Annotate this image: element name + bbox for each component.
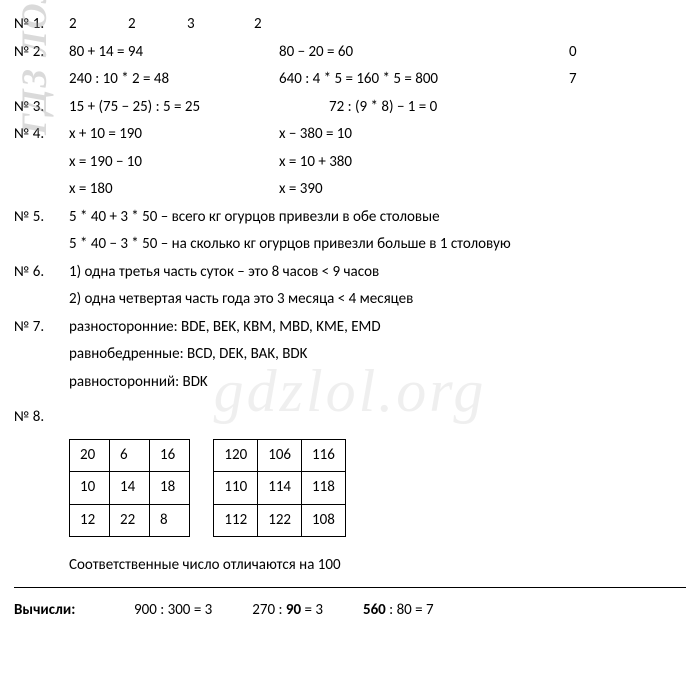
table-cell: 18	[150, 472, 190, 505]
n1-val: 2	[69, 12, 77, 38]
problem-6: № 6. 1) одна третья часть суток – это 8 …	[14, 260, 686, 286]
problem-5-label: № 5.	[14, 205, 69, 231]
table-cell: 116	[302, 439, 346, 472]
table-cell: 8	[150, 504, 190, 537]
table-2: 120106116 110114118 112122108	[213, 439, 345, 538]
problem-7: № 7. разносторонние: BDE, BEK, KBM, MBD,…	[14, 315, 686, 341]
n2-cell: 80 − 20 = 60	[279, 40, 569, 66]
calc-label: Вычисли:	[14, 598, 134, 624]
problem-7-label: № 7.	[14, 315, 69, 341]
n7-line: равносторонний: BDK	[69, 370, 208, 396]
n2-cell: 240 : 10 * 2 = 48	[69, 67, 279, 93]
table-cell: 108	[302, 504, 346, 537]
problem-8-tables: 20616 101418 12228 120106116 110114118 11212…	[69, 433, 686, 538]
divider	[14, 587, 686, 588]
calc-item: 560 : 80 = 7	[363, 598, 434, 624]
n2-cell: 7	[569, 67, 686, 93]
problem-2: № 2. 80 + 14 = 94 80 − 20 = 60 0	[14, 40, 686, 66]
table-cell: 22	[110, 504, 150, 537]
n2-cell: 640 : 4 * 5 = 160 * 5 = 800	[279, 67, 569, 93]
table-1: 20616 101418 12228	[69, 439, 190, 538]
table-cell: 10	[70, 472, 110, 505]
problem-4: № 4. x + 10 = 190 x − 380 = 10	[14, 122, 686, 148]
table-cell: 112	[214, 504, 258, 537]
n4-cell: x = 180	[69, 177, 279, 203]
n4-cell: x = 10 + 380	[279, 150, 352, 176]
table-cell: 16	[150, 439, 190, 472]
calc-item: 900 : 300 = 3	[134, 598, 212, 624]
n7-line: разносторонние: BDE, BEK, KBM, MBD, KME,…	[69, 315, 381, 341]
n8-note: Соответственные число отличаются на 100	[69, 553, 686, 579]
table-cell: 110	[214, 472, 258, 505]
problem-5: № 5. 5 * 40 + 3 * 50 – всего кг огурцов …	[14, 205, 686, 231]
watermark-left: ГДЗ ЛОЛ	[4, 0, 65, 135]
table-cell: 14	[110, 472, 150, 505]
problem-3: № 3. 15 + (75 − 25) : 5 = 25 72 : (9 * 8…	[14, 95, 686, 121]
n4-cell: x = 390	[279, 177, 323, 203]
table-cell: 120	[214, 439, 258, 472]
n5-line: 5 * 40 + 3 * 50 – всего кг огурцов приве…	[69, 205, 440, 231]
table-cell: 106	[258, 439, 302, 472]
n6-line: 1) одна третья часть суток – это 8 часов…	[69, 260, 379, 286]
problem-8-label: № 8.	[14, 405, 69, 431]
watermark-right: ГДЗ ЛОЛ	[693, 415, 700, 550]
watermark-center: gdzlol.org	[214, 340, 487, 442]
n5-line: 5 * 40 − 3 * 50 – на сколько кг огурцов …	[69, 232, 511, 258]
n4-cell: x + 10 = 190	[69, 122, 279, 148]
problem-6-label: № 6.	[14, 260, 69, 286]
table-cell: 12	[70, 504, 110, 537]
n1-val: 2	[128, 12, 136, 38]
n6-line: 2) одна четвертая часть года это 3 месяц…	[69, 287, 413, 313]
n1-val: 3	[187, 12, 195, 38]
table-cell: 114	[258, 472, 302, 505]
n3-cell: 72 : (9 * 8) − 1 = 0	[329, 95, 437, 121]
calc-item: 270 : 90 = 3	[252, 598, 323, 624]
problem-1: № 1. 2 2 3 2	[14, 12, 686, 38]
n3-cell: 15 + (75 − 25) : 5 = 25	[69, 95, 329, 121]
n2-cell: 80 + 14 = 94	[69, 40, 279, 66]
table-cell: 122	[258, 504, 302, 537]
problem-2-row2: 240 : 10 * 2 = 48 640 : 4 * 5 = 160 * 5 …	[14, 67, 686, 93]
n4-cell: x = 190 − 10	[69, 150, 279, 176]
n4-cell: x − 380 = 10	[279, 122, 352, 148]
calculate-row: Вычисли: 900 : 300 = 3 270 : 90 = 3 560 …	[14, 598, 686, 624]
n1-val: 2	[254, 12, 262, 38]
n2-cell: 0	[569, 40, 686, 66]
table-cell: 118	[302, 472, 346, 505]
problem-1-values: 2 2 3 2	[69, 12, 686, 38]
table-cell: 20	[70, 439, 110, 472]
table-cell: 6	[110, 439, 150, 472]
